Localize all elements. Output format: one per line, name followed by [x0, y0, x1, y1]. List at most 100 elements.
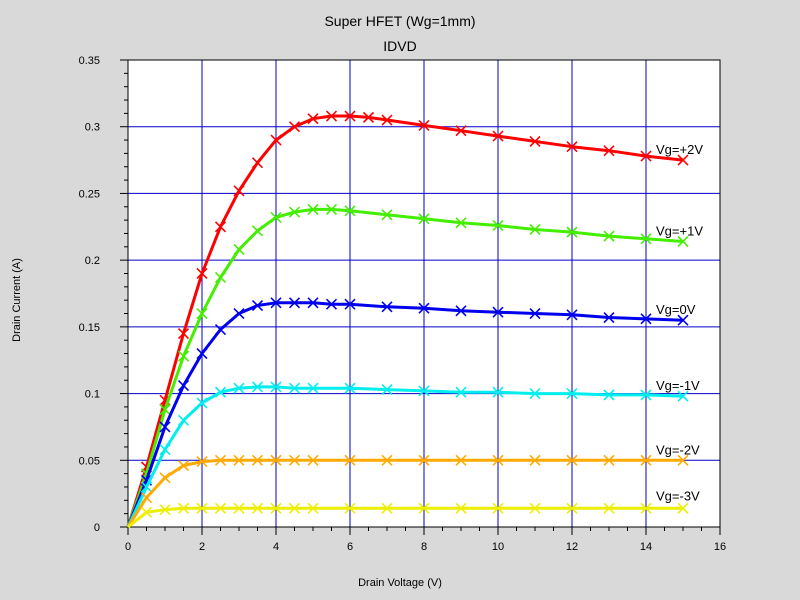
- data-point: [288, 502, 301, 514]
- x-tick-label: 0: [125, 541, 131, 553]
- data-point: [455, 454, 467, 466]
- y-tick-label: 0.05: [79, 455, 100, 467]
- data-point: [677, 314, 689, 326]
- x-axis-label: Drain Voltage (V): [358, 577, 442, 589]
- data-point: [270, 211, 282, 224]
- data-point: [288, 121, 301, 133]
- data-point: [677, 502, 689, 514]
- data-point: [288, 454, 301, 466]
- data-point: [177, 502, 190, 514]
- data-point: [233, 243, 245, 256]
- data-point: [270, 454, 282, 466]
- data-point: [603, 389, 615, 401]
- data-point: [325, 203, 338, 216]
- data-point: [214, 271, 227, 284]
- data-point: [196, 267, 208, 280]
- data-point: [214, 454, 227, 466]
- data-point: [177, 380, 190, 392]
- data-point: [307, 502, 319, 514]
- data-point: [344, 382, 356, 394]
- x-tick-label: 12: [566, 541, 578, 553]
- data-point: [270, 134, 282, 146]
- y-tick-label: 0.35: [79, 55, 100, 67]
- series-label: Vg=-3V: [656, 488, 700, 503]
- data-point: [603, 145, 615, 157]
- data-point: [233, 185, 245, 197]
- x-tick-label: 2: [199, 541, 205, 553]
- x-tick-label: 4: [273, 541, 279, 553]
- data-point: [529, 135, 541, 147]
- data-point: [233, 382, 245, 394]
- data-point: [251, 381, 264, 393]
- series-label: Vg=-1V: [656, 378, 700, 393]
- data-point: [640, 150, 652, 162]
- series-line: [126, 301, 684, 528]
- data-point: [196, 456, 208, 468]
- x-tick-label: 6: [347, 541, 353, 553]
- data-point: [307, 382, 319, 394]
- data-point: [677, 235, 689, 248]
- data-point: [344, 298, 356, 310]
- data-point: [288, 206, 301, 218]
- data-point: [603, 502, 615, 514]
- data-point: [418, 302, 430, 314]
- data-point: [418, 454, 430, 466]
- data-point: [251, 157, 264, 169]
- y-tick-label: 0.15: [79, 322, 100, 334]
- data-point: [566, 309, 578, 321]
- data-point: [381, 209, 393, 221]
- data-point: [603, 230, 615, 242]
- data-point: [307, 297, 319, 309]
- data-point: [418, 213, 430, 225]
- data-point: [159, 504, 171, 516]
- series-label: Vg=-2V: [656, 442, 700, 457]
- data-point: [381, 502, 393, 514]
- data-point: [677, 154, 689, 166]
- chart-title: Super HFET (Wg=1mm): [324, 13, 476, 29]
- data-point: [214, 323, 227, 336]
- data-point: [677, 454, 689, 466]
- data-point: [566, 454, 578, 466]
- data-point: [492, 306, 504, 318]
- data-point: [492, 130, 504, 142]
- data-point: [307, 454, 319, 466]
- data-point: [529, 307, 541, 320]
- data-point: [233, 454, 245, 466]
- data-point: [214, 502, 227, 514]
- data-point: [140, 492, 153, 504]
- data-point: [307, 113, 319, 125]
- data-point: [233, 307, 245, 320]
- series-label: Vg=+2V: [656, 142, 703, 157]
- data-point: [233, 502, 245, 514]
- series-label: Vg=+1V: [656, 223, 703, 238]
- data-point: [251, 454, 264, 466]
- data-point: [177, 350, 190, 362]
- data-point: [288, 297, 301, 309]
- series-line: [126, 207, 684, 528]
- data-point: [455, 502, 467, 514]
- y-tick-label: 0.25: [79, 188, 100, 200]
- data-point: [640, 389, 652, 401]
- data-point: [251, 502, 264, 514]
- data-point: [140, 481, 153, 493]
- data-point: [381, 384, 393, 396]
- data-point: [640, 313, 652, 325]
- data-point: [307, 203, 319, 216]
- data-point: [196, 502, 208, 514]
- data-point: [529, 502, 541, 514]
- data-point: [177, 414, 190, 426]
- y-axis-label: Drain Current (A): [11, 258, 23, 342]
- data-point: [381, 454, 393, 466]
- data-point: [492, 386, 504, 398]
- data-point: [325, 110, 338, 122]
- x-tick-label: 10: [492, 541, 504, 553]
- series-label: Vg=0V: [656, 302, 696, 317]
- data-point: [455, 217, 467, 229]
- data-point: [492, 454, 504, 466]
- data-point: [251, 299, 264, 312]
- data-point: [159, 472, 171, 484]
- data-point: [529, 454, 541, 466]
- data-point: [140, 506, 153, 518]
- data-point: [196, 397, 208, 409]
